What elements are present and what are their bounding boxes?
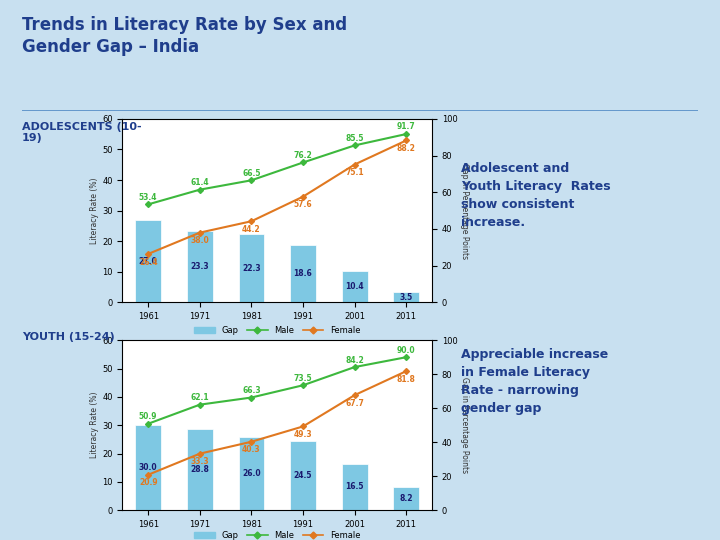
Text: Trends in Literacy Rate by Sex and
Gender Gap – India: Trends in Literacy Rate by Sex and Gende…	[22, 16, 347, 56]
Text: 91.7: 91.7	[397, 122, 415, 131]
Text: 38.0: 38.0	[190, 237, 210, 245]
Bar	[187, 429, 212, 510]
Text: 20.9: 20.9	[139, 478, 158, 487]
Bar	[187, 231, 212, 302]
Bar	[290, 441, 316, 510]
Text: 61.4: 61.4	[191, 178, 209, 187]
Bar	[135, 220, 161, 302]
Bar	[238, 234, 264, 302]
Bar	[135, 426, 161, 510]
Text: 85.5: 85.5	[346, 134, 364, 143]
Y-axis label: Literacy Rate (%): Literacy Rate (%)	[90, 392, 99, 458]
Text: 90.0: 90.0	[397, 346, 415, 355]
Text: Appreciable increase
in Female Literacy
Rate - narrowing
gender gap: Appreciable increase in Female Literacy …	[461, 348, 608, 415]
Text: 84.2: 84.2	[345, 355, 364, 364]
Text: 24.5: 24.5	[294, 471, 312, 480]
Text: 44.2: 44.2	[242, 225, 261, 234]
Bar	[393, 292, 419, 302]
Bar	[393, 487, 419, 510]
Text: 40.3: 40.3	[242, 445, 261, 454]
Y-axis label: Literacy Rate (%): Literacy Rate (%)	[90, 177, 99, 244]
Bar	[342, 271, 367, 302]
Text: 76.2: 76.2	[294, 151, 312, 160]
Legend: Gap, Male, Female: Gap, Male, Female	[191, 528, 364, 540]
Y-axis label: Gap in Percentage Points: Gap in Percentage Points	[459, 163, 469, 259]
Text: 30.0: 30.0	[139, 463, 158, 472]
Text: 10.4: 10.4	[346, 282, 364, 291]
Bar	[342, 463, 367, 510]
Text: 26.0: 26.0	[242, 469, 261, 478]
Text: 18.6: 18.6	[294, 269, 312, 279]
Text: 33.3: 33.3	[191, 457, 209, 466]
Text: 66.5: 66.5	[242, 168, 261, 178]
Text: YOUTH (15-24): YOUTH (15-24)	[22, 332, 114, 342]
Text: 73.5: 73.5	[294, 374, 312, 383]
Text: 75.1: 75.1	[346, 168, 364, 177]
Text: 62.1: 62.1	[191, 393, 209, 402]
Text: 66.3: 66.3	[242, 386, 261, 395]
Text: Adolescent and
Youth Literacy  Rates
show consistent
increase.: Adolescent and Youth Literacy Rates show…	[461, 162, 611, 229]
Text: 53.4: 53.4	[139, 193, 158, 201]
Legend: Gap, Male, Female: Gap, Male, Female	[191, 323, 364, 339]
Text: 23.3: 23.3	[191, 262, 209, 271]
Text: ADOLESCENTS (10-
19): ADOLESCENTS (10- 19)	[22, 122, 141, 143]
Text: 88.2: 88.2	[397, 144, 415, 153]
Text: 57.6: 57.6	[294, 200, 312, 210]
Bar	[290, 246, 316, 302]
Text: 26.4: 26.4	[139, 258, 158, 267]
Text: 50.9: 50.9	[139, 412, 158, 421]
Text: 8.2: 8.2	[400, 494, 413, 503]
Text: 49.3: 49.3	[294, 430, 312, 439]
Text: 67.7: 67.7	[345, 399, 364, 408]
Text: 28.8: 28.8	[190, 465, 210, 474]
Text: 16.5: 16.5	[346, 482, 364, 491]
Text: 27.0: 27.0	[139, 256, 158, 266]
Text: 81.8: 81.8	[397, 375, 415, 383]
Bar	[238, 436, 264, 510]
Y-axis label: Gap in Percentage Points: Gap in Percentage Points	[459, 377, 469, 474]
Text: 22.3: 22.3	[242, 264, 261, 273]
Text: 3.5: 3.5	[400, 293, 413, 301]
